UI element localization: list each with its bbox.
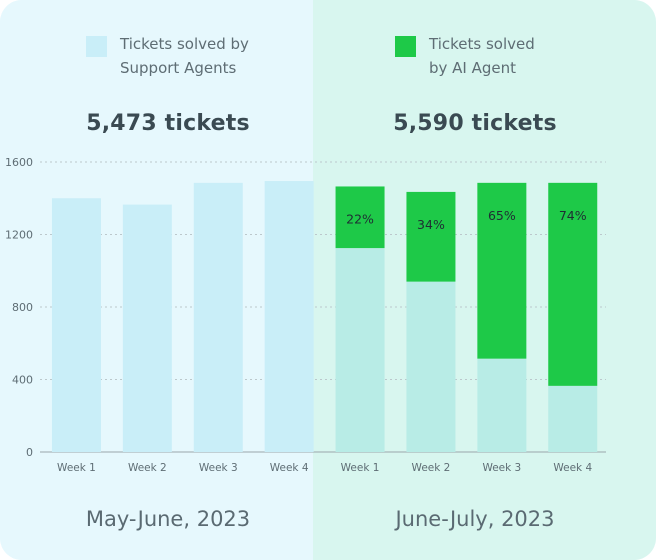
total-tickets-before: 5,473 tickets xyxy=(86,111,250,136)
bar-support-2 xyxy=(122,204,172,452)
bars xyxy=(51,181,598,452)
x-axis-ticks: Week 1 Week 2 Week 3 Week 4 Week 1 Week 2 Week… xyxy=(57,462,592,474)
y-tick-label-1600: 1600 xyxy=(5,156,33,169)
legend-label-support: Tickets solved by Support Agents xyxy=(120,32,270,80)
y-tick-label-800: 800 xyxy=(12,301,33,314)
x-tick-label-4: Week 4 xyxy=(270,462,309,474)
legend-label-ai-line1: Tickets solved xyxy=(429,35,535,53)
legend-support-agents: Tickets solved by Support Agents xyxy=(86,32,270,80)
bar-support-4 xyxy=(264,181,314,452)
legend-label-ai: Tickets solved by AI Agent xyxy=(429,32,579,80)
period-label-after: June-July, 2023 xyxy=(395,507,555,531)
y-tick-label-0: 0 xyxy=(26,446,33,459)
ai-agent-swatch xyxy=(395,36,416,57)
y-tick-label-400: 400 xyxy=(12,374,33,387)
x-tick-label-1: Week 1 xyxy=(57,462,96,474)
x-tick-label-8: Week 4 xyxy=(553,462,592,474)
legend-label-support-line2: Support Agents xyxy=(120,59,237,77)
bar-ai-5 xyxy=(335,186,385,249)
y-axis-ticks: 0 400 800 1200 1600 xyxy=(5,156,33,459)
bar-support-3 xyxy=(193,182,243,452)
bar-ai-6 xyxy=(406,191,456,282)
bar-support-6 xyxy=(406,281,456,452)
x-tick-label-7: Week 3 xyxy=(482,462,521,474)
period-label-before: May-June, 2023 xyxy=(85,507,251,531)
data-labels: 22% 34% 65% 74% xyxy=(346,208,587,232)
y-tick-label-1200: 1200 xyxy=(5,229,33,242)
x-tick-label-2: Week 2 xyxy=(128,462,167,474)
total-tickets-after: 5,590 tickets xyxy=(393,111,557,136)
x-tick-label-5: Week 1 xyxy=(341,462,380,474)
x-tick-label-6: Week 2 xyxy=(412,462,451,474)
legend-label-support-line1: Tickets solved by xyxy=(120,35,249,53)
data-label-5: 22% xyxy=(346,211,374,226)
bar-support-1 xyxy=(51,198,101,452)
support-agents-swatch xyxy=(86,36,107,57)
bar-ai-7 xyxy=(477,182,527,359)
bar-support-7 xyxy=(477,358,527,452)
data-label-7: 65% xyxy=(488,208,516,223)
x-tick-label-3: Week 3 xyxy=(199,462,238,474)
bar-support-8 xyxy=(548,385,598,452)
data-label-6: 34% xyxy=(417,217,445,232)
legend-ai-agent: Tickets solved by AI Agent xyxy=(395,32,579,80)
data-label-8: 74% xyxy=(559,208,587,223)
legend-label-ai-line2: by AI Agent xyxy=(429,59,517,77)
bar-support-5 xyxy=(335,248,385,452)
bar-ai-8 xyxy=(548,182,598,386)
